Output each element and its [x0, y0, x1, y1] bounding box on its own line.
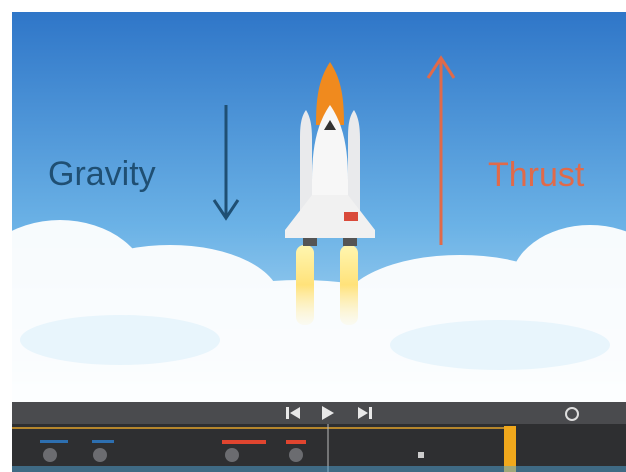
timeline	[12, 424, 626, 472]
gravity-label: Gravity	[48, 155, 156, 193]
timeline-end-marker[interactable]	[504, 426, 516, 472]
page: Gravity Thrust (() => { const data = JSO…	[0, 0, 626, 472]
screen: Gravity Thrust	[0, 0, 626, 472]
thrust-label: Thrust	[488, 156, 585, 194]
transport-bar	[12, 402, 626, 424]
